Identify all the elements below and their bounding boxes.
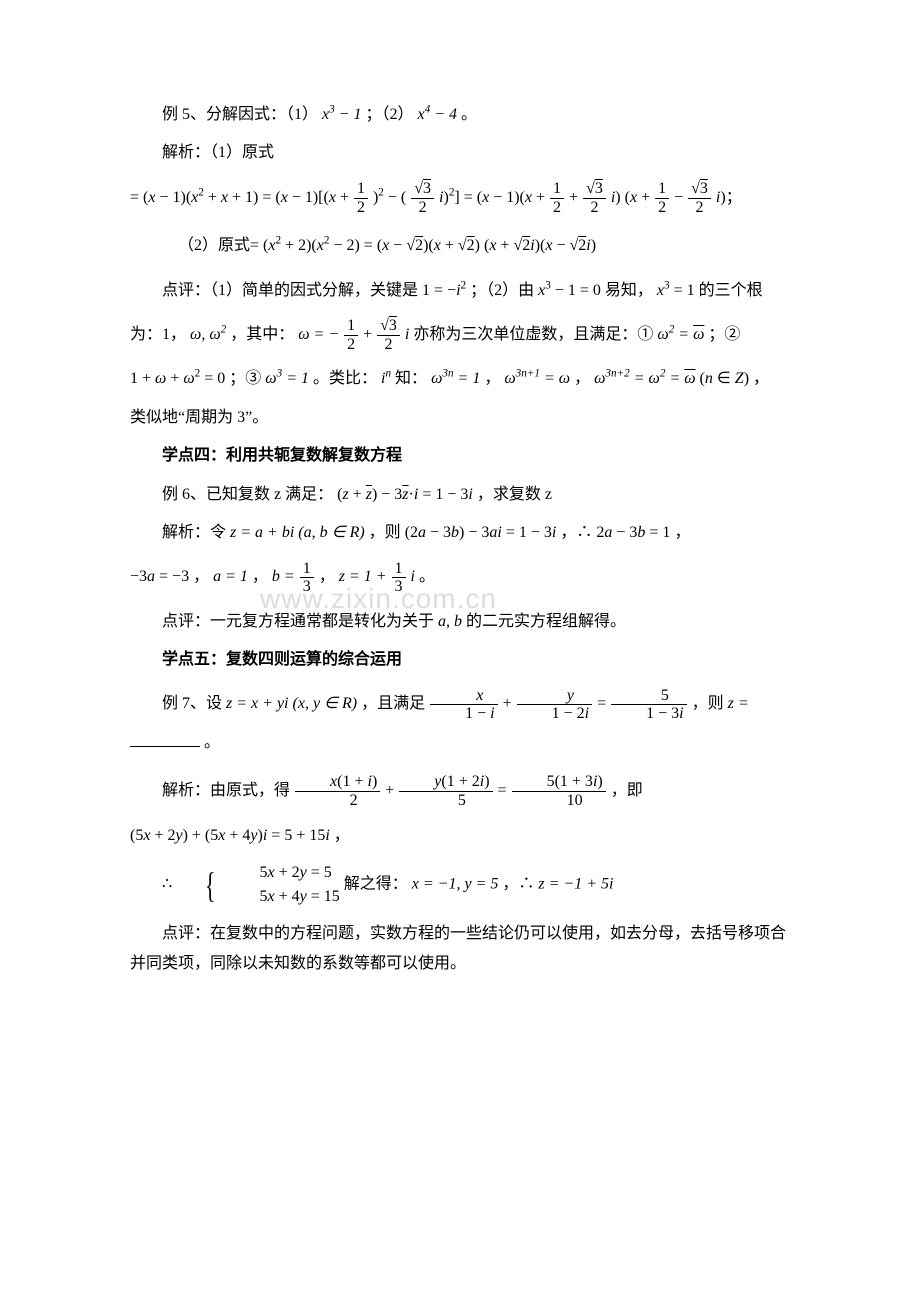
answer-blank [130,730,200,747]
ex5-expr1: x3 − 1 [322,106,362,123]
ex5-question: 例 5、分解因式：（1） x3 − 1 ；（2） x4 − 4 。 [130,100,790,130]
ex5-sol-line2: （2）原式= (x2 + 2)(x2 − 2) = (x − √2)(x + √… [130,227,790,265]
ex6-comment: 点评：一元复方程通常都是转化为关于 a, b 的二元实方程组解得。 [130,607,790,637]
section4-title: 学点四：利用共轭复数解复数方程 [130,441,790,471]
cases-body: 5x + 2y = 5 5x + 4y = 15 [227,861,339,909]
ex7-sol-line1: 解析：由原式，得 x(1 + i)2 + y(1 + 2i)5 = 5(1 + … [130,772,790,810]
ex7-question: 例 7、设 z = x + yi (x, y ∈ R) ，且满足 x1 − i … [130,685,790,762]
ex7-cases: ∴ { 5x + 2y = 5 5x + 4y = 15 解之得： x = −1… [130,861,790,909]
ex5-sep: ；（2） [366,106,414,123]
ex5-sol-label: 解析：（1）原式 [130,138,790,168]
ex5-period: 类似地“周期为 3”。 [130,403,790,433]
ex5-roots-line: 为：1， ω, ω2 ，其中： ω = − 12 + √32 i 亦称为三次单位… [130,316,790,354]
ex5-prefix: 例 5、分解因式：（1） [162,106,318,123]
ex5-sol-line1: = (x − 1)(x2 + x + 1) = (x − 1)[(x + 12 … [130,179,790,217]
ex5-comment-line1: 点评：（1）简单的因式分解，关键是 1 = −i2 ；（2）由 x3 − 1 =… [130,276,790,306]
ex5-line3: 1 + ω + ω2 = 0 ；③ ω3 = 1 。类比： in 知： ω3n … [130,364,790,394]
ex6-question: 例 6、已知复数 z 满足： (z + z) − 3z·i = 1 − 3i ，… [130,480,790,510]
ex5-expr2: x4 − 4 [418,106,458,123]
ex6-sol-line2: −3a = −3 ， a = 1 ， b = 13 ， z = 1 + 13 i… [130,558,790,596]
ex5-end: 。 [461,106,477,123]
brace-icon: { [186,867,216,903]
ex7-comment: 点评：在复数中的方程问题，实数方程的一些结论仍可以使用，如去分母，去括号移项合并… [130,919,790,980]
section5-title: 学点五：复数四则运算的综合运用 [130,645,790,675]
ex7-sol-line2: (5x + 2y) + (5x + 4y)i = 5 + 15i ， [130,821,790,851]
page-content: 例 5、分解因式：（1） x3 − 1 ；（2） x4 − 4 。 解析：（1）… [130,100,790,980]
ex6-sol-line1: 解析：令 z = a + bi (a, b ∈ R) ，则 (2a − 3b) … [130,518,790,548]
